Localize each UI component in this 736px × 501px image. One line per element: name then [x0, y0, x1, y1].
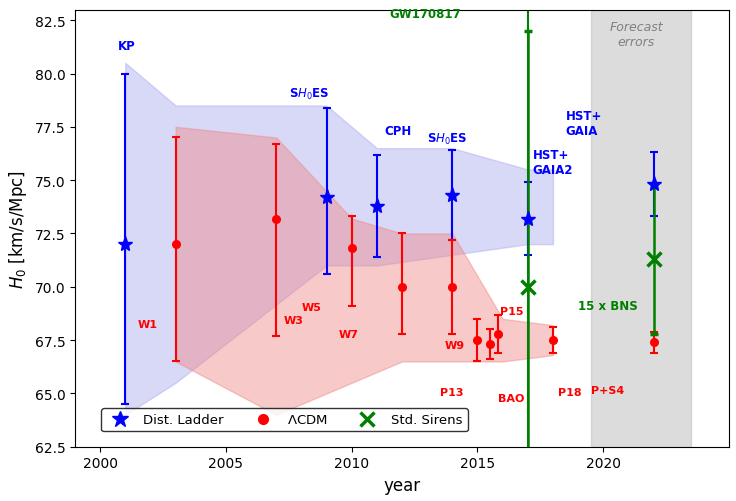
Text: W9: W9: [445, 341, 465, 350]
Text: W1: W1: [138, 319, 158, 329]
Text: P13: P13: [439, 387, 463, 397]
Text: P18: P18: [558, 387, 581, 397]
Text: HST+
GAIA2: HST+ GAIA2: [533, 149, 573, 176]
Text: CPH: CPH: [384, 125, 411, 138]
Text: S$H_0$ES: S$H_0$ES: [289, 87, 329, 102]
Text: BAO: BAO: [498, 394, 524, 404]
Text: W3: W3: [284, 315, 304, 325]
Text: 15 x BNS: 15 x BNS: [578, 300, 638, 313]
Text: W5: W5: [301, 302, 321, 312]
Text: W7: W7: [339, 330, 359, 340]
Y-axis label: $H_0$ [km/s/Mpc]: $H_0$ [km/s/Mpc]: [7, 169, 29, 288]
Text: S$H_0$ES: S$H_0$ES: [427, 132, 467, 147]
Bar: [591, 11, 691, 447]
Text: P+S4: P+S4: [591, 385, 624, 395]
Text: P15: P15: [500, 307, 523, 316]
Legend: Dist. Ladder, $\Lambda$CDM, Std. Sirens: Dist. Ladder, $\Lambda$CDM, Std. Sirens: [101, 408, 468, 431]
Text: Forecast
errors: Forecast errors: [609, 21, 663, 49]
Text: KP: KP: [118, 40, 135, 53]
Text: GW170817: GW170817: [389, 8, 461, 21]
X-axis label: year: year: [383, 476, 420, 494]
Text: HST+
GAIA: HST+ GAIA: [565, 110, 602, 138]
